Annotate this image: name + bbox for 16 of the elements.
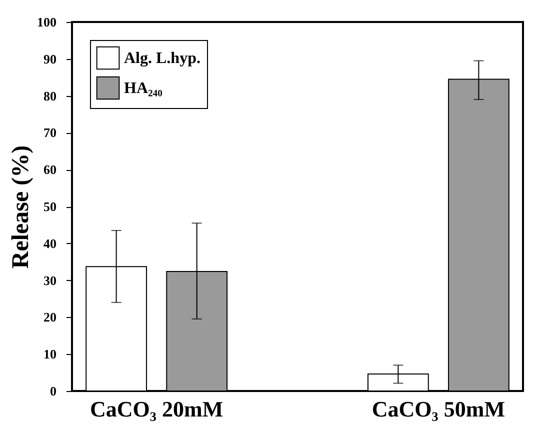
- y-tick-label: 40: [44, 236, 56, 251]
- y-tick-label: 70: [44, 125, 56, 140]
- y-tick-label: 30: [44, 272, 56, 288]
- y-tick-label: 80: [44, 88, 56, 104]
- x-tick-label: CaCO₃ 50mM: [372, 396, 506, 422]
- legend-label: HA₂₄₀: [124, 80, 163, 97]
- y-tick-label: 50: [44, 199, 56, 214]
- x-tick-label: CaCO₃ 20mM: [90, 396, 224, 422]
- y-tick-label: 10: [44, 346, 56, 362]
- y-tick-label: 100: [37, 14, 56, 30]
- y-axis-title: Release (%): [8, 145, 34, 269]
- y-tick-label: 0: [50, 384, 56, 398]
- y-tick-label: 20: [44, 310, 56, 325]
- y-tick-label: 60: [44, 162, 56, 178]
- legend-label: Alg. L.hyp.: [124, 50, 200, 67]
- y-tick-label: 90: [44, 51, 56, 66]
